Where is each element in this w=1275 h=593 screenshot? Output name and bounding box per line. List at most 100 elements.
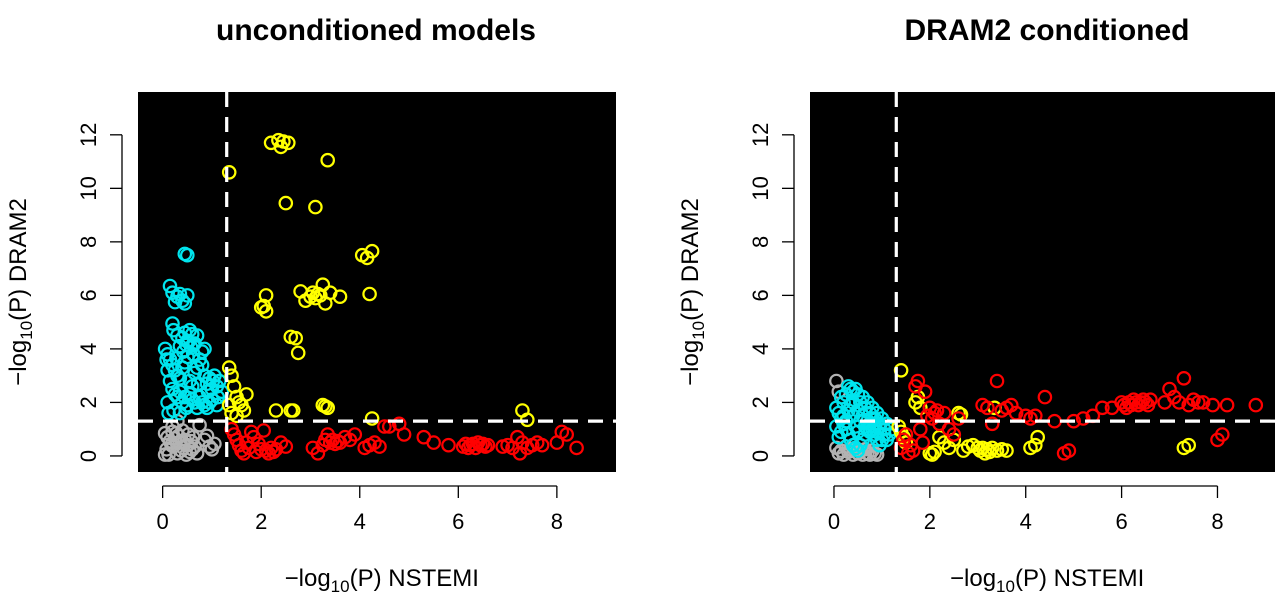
- point-cyan: [180, 288, 195, 303]
- point-red: [1061, 443, 1077, 458]
- point-cyan: [836, 395, 851, 410]
- point-red: [912, 421, 928, 437]
- point-cyan: [162, 278, 178, 294]
- x-tick-label: 4: [1020, 509, 1032, 534]
- point-red: [1095, 400, 1110, 416]
- point-grey: [207, 436, 222, 452]
- point-yellow: [285, 403, 301, 418]
- y-tick-label: 10: [76, 176, 101, 200]
- point-grey: [189, 445, 205, 461]
- x-tick-label: 4: [354, 509, 366, 534]
- point-red: [372, 439, 387, 454]
- point-red: [929, 403, 945, 418]
- point-red: [396, 427, 412, 442]
- point-red: [569, 440, 584, 456]
- points-layer: [829, 362, 1264, 462]
- point-yellow: [308, 199, 323, 215]
- y-tick-label: 8: [748, 236, 773, 248]
- point-cyan: [872, 419, 887, 434]
- point-cyan: [838, 387, 854, 402]
- series-red: [893, 370, 1264, 461]
- point-red: [1143, 392, 1158, 407]
- x-axis-title-subscript: 10: [331, 577, 350, 593]
- y-axis-title: −log10(P) DRAM2: [5, 198, 36, 386]
- point-red: [951, 411, 966, 426]
- point-red: [1191, 395, 1206, 410]
- y-tick-label: 8: [76, 236, 101, 248]
- point-cyan: [864, 411, 880, 426]
- point-red: [1195, 395, 1211, 410]
- point-grey: [192, 417, 207, 433]
- x-tick-label: 8: [551, 509, 563, 534]
- x-axis-title-suffix: (P) NSTEMI: [1015, 565, 1144, 592]
- point-yellow: [315, 277, 331, 292]
- point-yellow: [221, 397, 237, 413]
- points-layer: [157, 132, 584, 462]
- y-axis-title-prefix: −log: [5, 340, 32, 386]
- point-grey: [869, 447, 885, 462]
- y-tick-label: 6: [748, 289, 773, 301]
- chart-title: DRAM2 conditioned: [905, 14, 1190, 47]
- point-red: [1205, 397, 1220, 413]
- y-tick-label: 12: [748, 123, 773, 147]
- y-tick-label: 2: [76, 396, 101, 408]
- x-axis-title-suffix: (P) NSTEMI: [350, 565, 479, 592]
- y-axis-title-prefix: −log: [677, 340, 704, 386]
- point-red: [1133, 395, 1149, 410]
- y-tick-label: 4: [748, 343, 773, 355]
- point-red: [1176, 370, 1192, 386]
- x-axis-title: −log10(P) NSTEMI: [950, 565, 1144, 593]
- point-cyan: [185, 346, 201, 362]
- x-axis-title-subscript: 10: [996, 577, 1015, 593]
- point-red: [1219, 397, 1235, 413]
- point-yellow: [927, 444, 942, 460]
- point-yellow: [229, 408, 244, 424]
- point-cyan: [180, 247, 195, 263]
- point-yellow: [1181, 437, 1196, 453]
- point-cyan: [190, 376, 206, 391]
- point-yellow: [278, 195, 294, 211]
- point-red: [534, 437, 550, 453]
- point-cyan: [176, 344, 191, 359]
- x-tick-label: 0: [828, 509, 840, 534]
- point-yellow: [924, 447, 940, 462]
- point-red: [278, 439, 294, 454]
- y-axis: 0 2 4 6 8 10 12: [76, 123, 123, 462]
- point-cyan: [162, 373, 178, 389]
- point-cyan: [179, 400, 194, 416]
- y-axis-title-suffix: (P) DRAM2: [5, 198, 32, 321]
- series-yellow: [221, 132, 535, 428]
- y-tick-label: 0: [76, 450, 101, 462]
- chart-title: unconditioned models: [216, 14, 536, 47]
- point-red: [915, 435, 930, 450]
- point-yellow: [999, 443, 1014, 458]
- point-yellow: [288, 330, 303, 346]
- point-yellow: [256, 298, 271, 314]
- point-yellow: [364, 243, 380, 259]
- point-yellow: [221, 165, 237, 180]
- point-red: [1171, 395, 1187, 410]
- point-red: [936, 405, 952, 421]
- point-red: [480, 437, 496, 453]
- x-tick-label: 2: [924, 509, 936, 534]
- y-tick-label: 4: [76, 343, 101, 355]
- point-yellow: [258, 288, 274, 303]
- y-tick-label: 0: [748, 450, 773, 462]
- point-yellow: [320, 152, 335, 168]
- point-yellow: [1028, 437, 1043, 453]
- point-yellow: [362, 286, 377, 302]
- x-axis-title-prefix: −log: [950, 565, 996, 592]
- point-cyan: [159, 352, 174, 367]
- point-grey: [199, 428, 215, 444]
- plot-background: [138, 92, 616, 472]
- point-red: [980, 400, 995, 416]
- y-tick-label: 6: [76, 289, 101, 301]
- point-red: [910, 373, 926, 389]
- y-tick-label: 10: [748, 176, 773, 200]
- y-axis-title: −log10(P) DRAM2: [677, 198, 708, 386]
- x-axis-title: −log10(P) NSTEMI: [285, 565, 479, 593]
- point-cyan: [177, 296, 193, 311]
